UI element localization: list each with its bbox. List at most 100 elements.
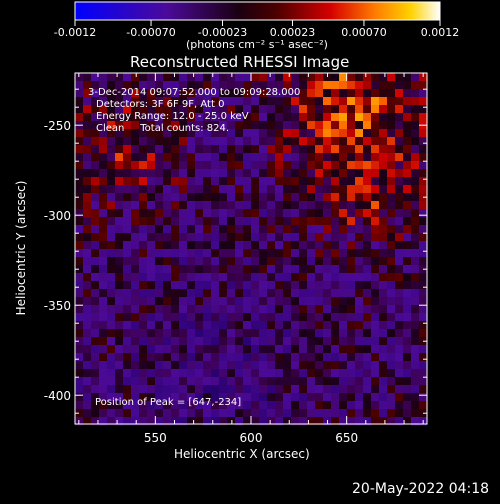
heatmap-cell [107,121,116,130]
heatmap-cell [227,225,236,234]
heatmap-cell [123,329,132,338]
heatmap-cell [219,289,228,298]
heatmap-cell [411,265,420,274]
heatmap-cell [291,393,300,402]
heatmap-cell [323,369,332,378]
heatmap-cell [139,313,148,322]
heatmap-cell [395,241,404,250]
heatmap-cell [411,257,420,266]
heatmap-cell [403,361,412,370]
heatmap-cell [275,297,284,306]
heatmap-cell [107,209,116,218]
heatmap-cell [251,393,260,402]
heatmap-cell [115,201,124,210]
heatmap-cell [387,225,396,234]
heatmap-cell [355,105,364,114]
heatmap-cell [83,281,92,290]
heatmap-cell [395,385,404,394]
heatmap-cell [179,145,188,154]
heatmap-cell [403,329,412,338]
heatmap-cell [403,417,412,426]
heatmap-cell [227,161,236,170]
heatmap-cell [291,113,300,122]
heatmap-cell [123,209,132,218]
heatmap-cell [363,361,372,370]
heatmap-cell [291,201,300,210]
heatmap-cell [387,73,396,82]
heatmap-cell [299,241,308,250]
heatmap-cell [131,169,140,178]
heatmap-cell [243,193,252,202]
heatmap-cell [155,153,164,162]
heatmap-cell [171,249,180,258]
heatmap-cell [155,281,164,290]
heatmap-cell [179,273,188,282]
heatmap-cell [251,217,260,226]
heatmap-cell [363,257,372,266]
heatmap-cell [323,169,332,178]
heatmap-cell [75,209,84,218]
heatmap-cell [339,225,348,234]
heatmap-cell [107,377,116,386]
heatmap-cell [123,313,132,322]
heatmap-cell [339,297,348,306]
heatmap-cell [139,385,148,394]
heatmap-cell [115,209,124,218]
heatmap-cell [235,297,244,306]
heatmap-cell [115,337,124,346]
heatmap-cell [203,129,212,138]
heatmap-cell [419,249,428,258]
heatmap-cell [267,233,276,242]
heatmap-cell [363,329,372,338]
heatmap-cell [299,105,308,114]
heatmap-cell [379,369,388,378]
heatmap-cell [123,193,132,202]
heatmap-cell [371,89,380,98]
heatmap-cell [299,337,308,346]
heatmap-cell [307,209,316,218]
heatmap-cell [243,249,252,258]
heatmap-cell [99,313,108,322]
heatmap-cell [83,305,92,314]
heatmap-cell [163,105,172,114]
heatmap-cell [299,281,308,290]
heatmap-cell [131,369,140,378]
heatmap-cell [75,393,84,402]
heatmap-cell [99,281,108,290]
heatmap-cell [211,137,220,146]
heatmap-cell [195,329,204,338]
heatmap-cell [211,201,220,210]
heatmap-cell [291,337,300,346]
heatmap-cell [147,273,156,282]
heatmap-cell [131,145,140,154]
heatmap-cell [131,161,140,170]
heatmap-cell [291,401,300,410]
heatmap-cell [211,161,220,170]
heatmap-cell [99,129,108,138]
heatmap-cell [363,377,372,386]
heatmap-cell [83,177,92,186]
heatmap-cell [187,305,196,314]
heatmap-cell [179,257,188,266]
heatmap-cell [403,217,412,226]
heatmap-cell [139,249,148,258]
heatmap-cell [387,353,396,362]
heatmap-cell [171,257,180,266]
heatmap-cell [195,153,204,162]
heatmap-cell [139,297,148,306]
heatmap-cell [131,353,140,362]
heatmap-cell [99,193,108,202]
heatmap-cell [211,129,220,138]
heatmap-cell [299,185,308,194]
heatmap-cell [187,241,196,250]
heatmap-cell [315,233,324,242]
heatmap-cell [75,161,84,170]
heatmap-cell [259,169,268,178]
heatmap-cell [203,217,212,226]
heatmap-cell [403,225,412,234]
heatmap-cell [139,185,148,194]
heatmap-cell [387,321,396,330]
heatmap-cell [147,369,156,378]
heatmap-cell [139,337,148,346]
heatmap-cell [323,265,332,274]
